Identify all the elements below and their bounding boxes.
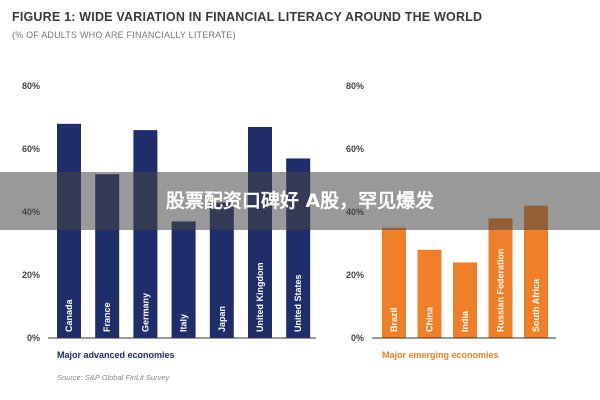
- y-tick-label: 0%: [351, 333, 364, 343]
- y-tick-label: 80%: [346, 81, 364, 91]
- y-tick-label: 60%: [22, 144, 40, 154]
- overlay-banner: [0, 172, 600, 230]
- source-note: Source: S&P Global FinLit Survey: [57, 373, 170, 382]
- bar: [248, 126, 272, 338]
- bar-category-label: France: [102, 302, 112, 332]
- bar-category-label: China: [425, 306, 435, 332]
- y-tick-label: 60%: [346, 144, 364, 154]
- overlay-banner-text: 股票配资口碑好 A股，罕见爆发: [165, 190, 435, 212]
- bar: [488, 218, 513, 338]
- bar: [453, 262, 477, 338]
- y-tick-label: 20%: [22, 270, 40, 280]
- bar: [57, 123, 81, 338]
- bar-category-label: India: [460, 310, 470, 332]
- bar-category-label: South Africa: [531, 278, 541, 332]
- bar-category-label: Japan: [217, 306, 227, 332]
- group-label: Major emerging economies: [382, 350, 499, 360]
- bar-category-label: Brazil: [389, 307, 399, 332]
- bar-category-label: Russian Federation: [496, 248, 506, 332]
- bar: [133, 130, 158, 338]
- bar: [171, 221, 196, 338]
- bar-category-label: Canada: [64, 298, 74, 332]
- chart-subtitle: (% OF ADULTS WHO ARE FINANCIALLY LITERAT…: [12, 30, 236, 40]
- y-tick-label: 20%: [346, 270, 364, 280]
- group-label: Major advanced economies: [57, 350, 175, 360]
- bar-category-label: United States: [293, 274, 303, 332]
- chart-title: FIGURE 1: WIDE VARIATION IN FINANCIAL LI…: [12, 10, 483, 24]
- bar: [382, 227, 406, 338]
- y-tick-label: 0%: [27, 333, 40, 343]
- bar-category-label: Italy: [179, 314, 189, 332]
- bar-category-label: Germany: [140, 293, 150, 332]
- bar: [417, 249, 442, 338]
- bar-category-label: United Kingdom: [255, 263, 265, 333]
- y-tick-label: 80%: [22, 81, 40, 91]
